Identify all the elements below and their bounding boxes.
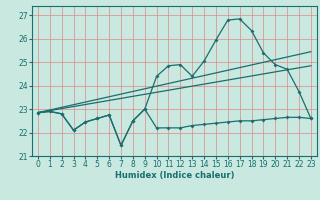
X-axis label: Humidex (Indice chaleur): Humidex (Indice chaleur) xyxy=(115,171,234,180)
